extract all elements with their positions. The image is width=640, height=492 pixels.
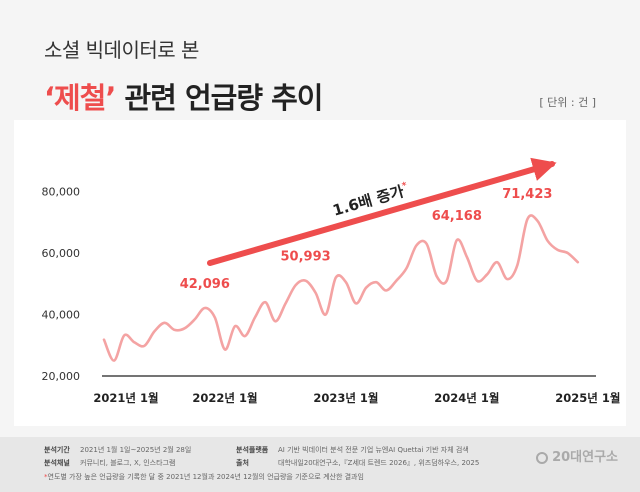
channel-value: 커뮤니티, 블로그, X, 인스타그램: [80, 459, 176, 467]
source-value: 대학내일20대연구소,『Z세대 트렌드 2026』, 위즈덤하우스, 2025: [278, 459, 480, 467]
period-value: 2021년 1월 1일~2025년 2월 28일: [80, 446, 192, 454]
y-tick-label: 20,000: [42, 370, 81, 383]
footnote: *연도별 가장 높은 언급량을 기록한 달 중 2021년 12월과 2024년…: [44, 471, 364, 484]
subtitle: 소셜 빅데이터로 본: [44, 38, 199, 62]
data-label: 50,993: [281, 250, 331, 265]
peak-annotations: 42,096 50,993 64,168 71,423: [180, 187, 553, 292]
footer: 분석기간 2021년 1월 1일~2025년 2월 28일 분석플랫폼 AI 기반 …: [0, 437, 640, 492]
platform-value: AI 기반 빅데이터 분석 전문 기업 뉴엔AI Quettai 기반 자체 검…: [278, 446, 469, 454]
title-highlight: ‘제철’: [44, 81, 116, 115]
x-tick-label: 2024년 1월: [434, 391, 499, 405]
header: 소셜 빅데이터로 본 ‘제철’ 관련 언급량 추이: [44, 34, 324, 117]
x-tick-label: 2025년 1월: [555, 391, 620, 405]
y-tick-label: 40,000: [42, 309, 81, 322]
channel-label: 분석채널: [44, 459, 70, 467]
data-label: 64,168: [432, 209, 482, 224]
y-axis: 20,000 40,000 60,000 80,000: [42, 186, 81, 384]
line-chart: 20,000 40,000 60,000 80,000 2021년 1월 2022년 1…: [42, 157, 620, 405]
footer-row-1b: 분석플랫폼 AI 기반 빅데이터 분석 전문 기업 뉴엔AI Quettai 기반…: [236, 444, 469, 457]
x-tick-label: 2023년 1월: [313, 391, 378, 405]
series-line: [102, 214, 580, 362]
title-rest: 관련 언급량 추이: [115, 81, 324, 115]
source-label: 출처: [236, 459, 249, 467]
logo-icon: [536, 451, 549, 464]
data-label: 42,096: [180, 277, 230, 292]
period-label: 분석기간: [44, 446, 70, 454]
platform-label: 분석플랫폼: [236, 446, 269, 454]
footer-row-2b: 출처 대학내일20대연구소,『Z세대 트렌드 2026』, 위즈덤하우스, 202…: [236, 457, 479, 470]
x-axis: 2021년 1월 2022년 1월 2023년 1월 2024년 1월 2025년 1월: [93, 375, 620, 405]
logo-text: 20대연구소: [552, 450, 618, 465]
logo: 20대연구소: [536, 451, 618, 464]
data-label: 71,423: [502, 187, 552, 202]
page-title: ‘제철’ 관련 언급량 추이: [44, 75, 324, 117]
footnote-text: 연도별 가장 높은 언급량을 기록한 달 중 2021년 12월과 2024년 …: [47, 473, 364, 481]
footnote-mark: *: [44, 473, 48, 481]
trend-label-mark: *: [401, 181, 409, 192]
x-tick-label: 2022년 1월: [192, 391, 257, 405]
x-tick-label: 2021년 1월: [93, 391, 158, 405]
y-tick-label: 80,000: [42, 186, 81, 199]
y-tick-label: 60,000: [42, 247, 81, 260]
footer-row-2: 분석채널 커뮤니티, 블로그, X, 인스타그램: [44, 457, 175, 470]
trend-arrow: [207, 157, 557, 266]
footer-row-1: 분석기간 2021년 1월 1일~2025년 2월 28일: [44, 444, 191, 457]
unit-label: [ 단위 : 건 ]: [539, 96, 596, 109]
